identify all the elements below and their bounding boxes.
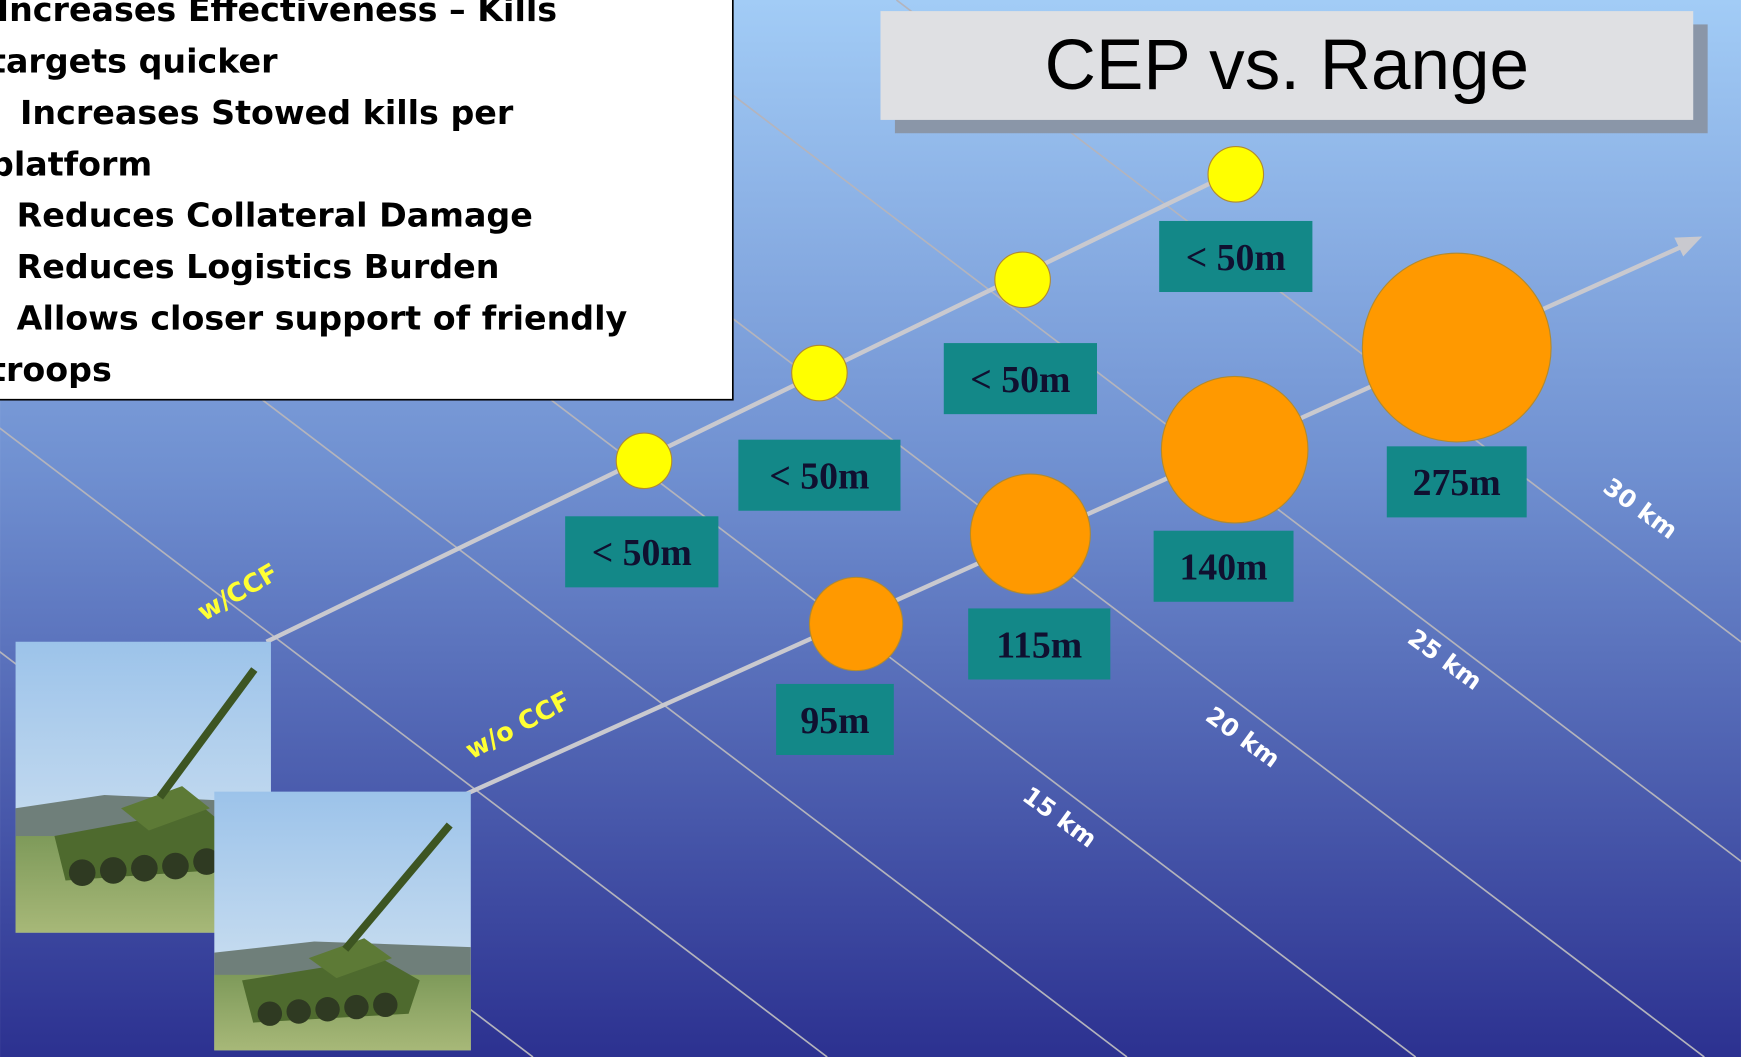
cep-label: 95m: [800, 700, 869, 742]
cep-circle: [809, 577, 902, 670]
cep-circle: [1362, 253, 1551, 442]
vehicle-image: [214, 792, 470, 1051]
cep-label: < 50m: [1186, 237, 1286, 279]
bullet-text: Reduces Collateral Damage: [17, 196, 533, 235]
cep-label: 140m: [1180, 547, 1268, 589]
cep-label: < 50m: [970, 359, 1070, 401]
cep-label: < 50m: [769, 456, 869, 498]
cep-circle: [1208, 147, 1264, 203]
title-box: CEP vs. Range: [880, 11, 1707, 133]
bullet-box: Increases Effectiveness – Kills targets q…: [0, 0, 733, 400]
bullet-text: targets quicker: [0, 42, 278, 81]
cep-label: 275m: [1413, 462, 1501, 504]
page: 15 km20 km25 km30 km w/CCFw/o CCF < 50m<…: [0, 0, 1741, 1057]
cep-circle: [1161, 376, 1308, 523]
bullet-text: platform: [0, 144, 152, 183]
cep-label: 115m: [996, 624, 1082, 666]
slide: 15 km20 km25 km30 km w/CCFw/o CCF < 50m<…: [0, 0, 1741, 1057]
bullet-text: Allows closer support of friendly: [17, 299, 628, 338]
cep-circle: [995, 252, 1051, 308]
cep-label: < 50m: [592, 532, 692, 574]
bullet-text: Increases Stowed kills per: [20, 93, 514, 132]
bullet-text: Increases Effectiveness – Kills: [0, 0, 557, 29]
cep-circle: [616, 433, 672, 489]
bullet-text: Reduces Logistics Burden: [17, 247, 500, 286]
title: CEP vs. Range: [1045, 26, 1529, 105]
bullet-text: troops: [0, 350, 112, 389]
cep-circle: [970, 474, 1090, 594]
cep-circle: [792, 345, 848, 401]
